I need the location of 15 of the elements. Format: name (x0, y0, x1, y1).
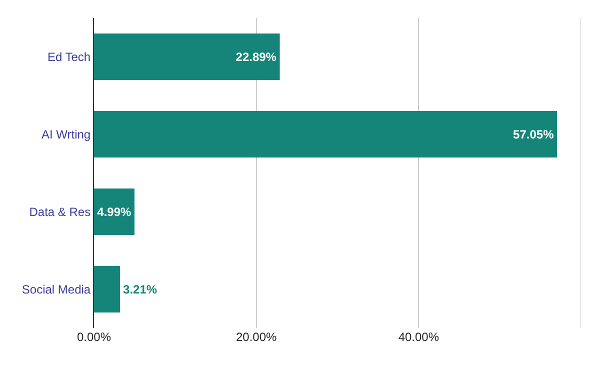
bar (94, 34, 280, 80)
bar (94, 188, 134, 235)
x-tick-label: 40.00% (398, 330, 440, 344)
bar (94, 266, 120, 312)
y-tick-label: AI Wrting (41, 127, 91, 142)
data-label: 57.05% (513, 127, 554, 142)
bar (94, 111, 558, 158)
data-label: 3.21% (123, 282, 158, 296)
y-tick-label: Data & Res (29, 204, 91, 219)
x-tick-label: 0.00% (76, 330, 112, 344)
data-label: 4.99% (97, 204, 132, 219)
y-tick-label: Social Media (22, 282, 91, 296)
y-tick-label: Ed Tech (47, 50, 91, 64)
x-tick-label: 20.00% (236, 330, 278, 344)
data-label: 22.89% (236, 50, 277, 64)
